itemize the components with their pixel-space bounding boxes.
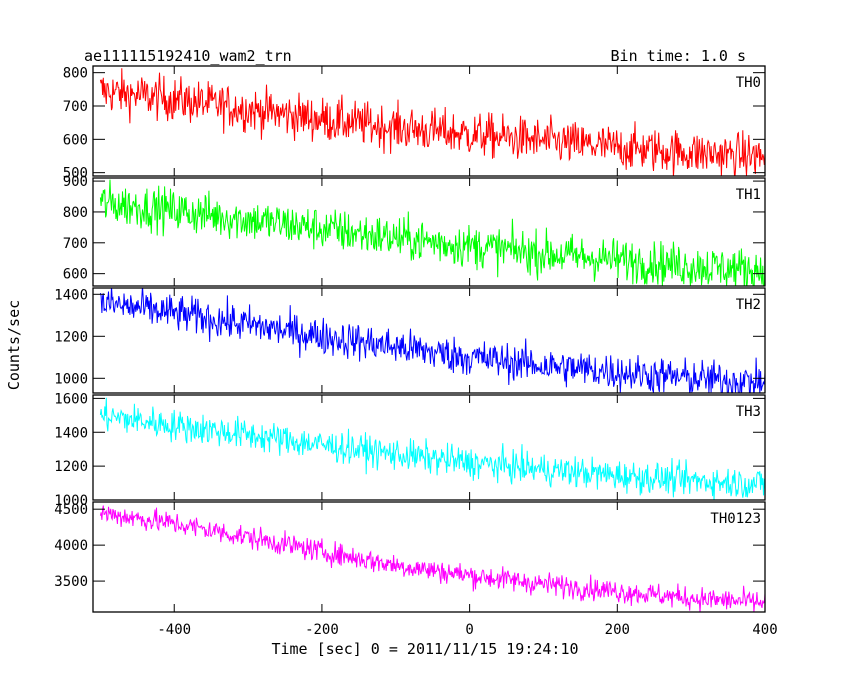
series-line-th1	[99, 179, 765, 286]
y-tick-label: 4000	[54, 538, 88, 554]
y-tick-label: 800	[63, 205, 88, 221]
y-tick-label: 600	[63, 267, 88, 283]
y-tick-label: 1400	[54, 287, 88, 303]
x-tick-label: 200	[605, 622, 630, 638]
y-tick-label: 500	[63, 166, 88, 182]
panel-label-th0: TH0	[736, 75, 761, 91]
chart-title: ae111115192410_wam2_trn	[84, 47, 292, 65]
y-tick-label: 900	[63, 174, 88, 190]
panel-frame-th1	[92, 177, 766, 287]
y-tick-label: 1400	[54, 425, 88, 441]
series-line-th0	[99, 68, 765, 176]
panel-label-th1: TH1	[736, 187, 761, 203]
y-tick-label: 800	[63, 66, 88, 82]
y-tick-label: 1000	[54, 371, 88, 387]
x-axis-label: Time [sec] 0 = 2011/11/15 19:24:10	[271, 640, 578, 658]
panel-label-th3: TH3	[736, 404, 761, 420]
x-tick-label: -400	[157, 622, 191, 638]
panel-label-th0123: TH0123	[710, 511, 761, 527]
y-axis-label: Counts/sec	[5, 300, 23, 390]
x-tick-label: 400	[752, 622, 777, 638]
x-tick-label: 0	[465, 622, 473, 638]
panel-frame-th0	[92, 65, 766, 177]
y-tick-label: 1200	[54, 329, 88, 345]
y-tick-label: 1000	[54, 493, 88, 509]
y-tick-label: 700	[63, 99, 88, 115]
panel-frame-th3	[92, 394, 766, 501]
y-tick-label: 600	[63, 132, 88, 148]
panel-frame-th0123	[92, 501, 766, 613]
series-line-th0123	[99, 505, 765, 612]
series-line-th3	[99, 397, 765, 500]
bin-time-label: Bin time: 1.0 s	[611, 47, 746, 65]
y-tick-label: 1600	[54, 391, 88, 407]
y-tick-label: 4500	[54, 502, 88, 518]
panel-label-th2: TH2	[736, 297, 761, 313]
panels-group: 500 600 700 800 TH0 600 700 800 900 TH1 1000 1200 14…	[54, 65, 778, 638]
series-line-th2	[99, 288, 765, 393]
y-tick-label: 3500	[54, 574, 88, 590]
y-tick-label: 1200	[54, 459, 88, 475]
y-tick-label: 700	[63, 236, 88, 252]
panel-frame-th2	[92, 287, 766, 394]
x-tick-label: -200	[305, 622, 339, 638]
